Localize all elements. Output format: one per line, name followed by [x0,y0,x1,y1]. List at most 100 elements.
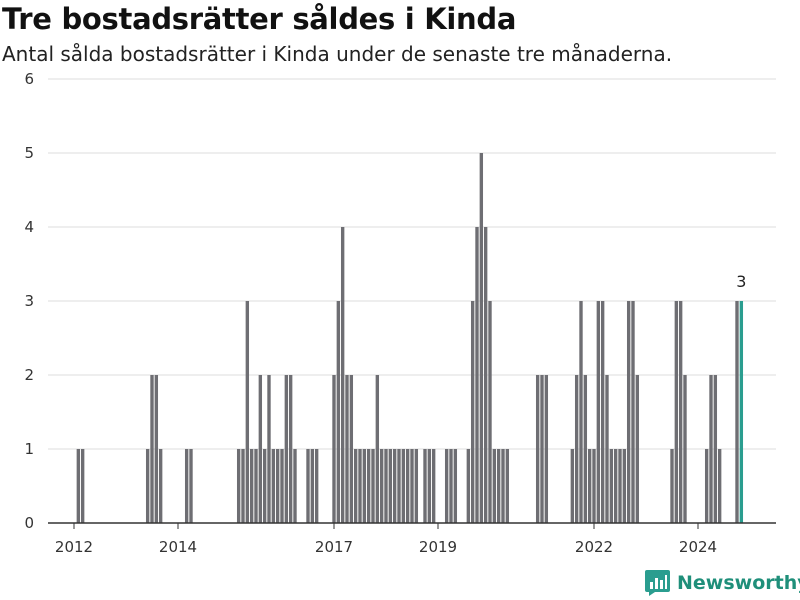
bar [353,449,358,523]
bar [587,449,592,523]
bar [314,449,319,523]
bar [605,375,609,523]
bar [717,449,722,523]
bar [622,449,627,523]
x-tick-label: 2017 [315,538,353,556]
bar [431,449,436,523]
bar [735,301,739,523]
bar [392,449,397,523]
x-tick-label: 2024 [679,538,717,556]
bar [358,449,362,523]
x-tick-label: 2022 [575,538,613,556]
bar [184,449,189,523]
bar [583,375,588,523]
bar [492,449,497,523]
bar [189,449,193,523]
bar [288,375,293,523]
bar [544,375,549,523]
bar [280,449,284,523]
bar [340,227,345,523]
bar [631,301,635,523]
bar [379,449,384,523]
bar [388,449,393,523]
bar [683,375,687,523]
newsworthy-brand: Newsworthy [644,569,800,596]
bar [241,449,245,523]
bar [635,375,640,523]
bar [332,375,336,523]
bar [613,449,618,523]
bar [488,301,492,523]
bar [449,449,453,523]
bar [609,449,614,523]
chart-bars: 3 [76,153,746,523]
chart-axes: 0 1 2 3 4 5 6 2012 2014 2017 2019 2022 2024 [24,70,776,556]
bar [254,449,258,523]
bar [262,449,267,523]
brand-name: Newsworthy [677,571,800,594]
bar [76,449,81,523]
bar [596,301,601,523]
y-tick-label: 1 [24,440,34,458]
bar [579,301,583,523]
bar [80,449,85,523]
newsworthy-logo-icon [645,570,670,596]
bar [674,301,679,523]
bar [145,449,150,523]
bar [475,227,479,523]
bar [397,449,401,523]
bar-highlight [739,301,744,523]
bar [371,449,375,523]
bar [249,449,254,523]
x-tick-label: 2014 [159,538,197,556]
bar [626,301,631,523]
bar [293,449,297,523]
bar [306,449,310,523]
y-tick-label: 4 [24,218,34,236]
bar [505,449,510,523]
bar [535,375,540,523]
bar [427,449,432,523]
bar [466,449,471,523]
y-tick-label: 0 [24,514,34,532]
bar [704,449,709,523]
bar [275,449,280,523]
bar [345,375,349,523]
bar [245,301,250,523]
chart-title: Tre bostadsrätter såldes i Kinda [2,2,517,36]
bar [349,375,354,523]
bar [470,301,475,523]
bar [384,449,388,523]
x-tick-label: 2019 [419,538,457,556]
bar [236,449,241,523]
bar [375,375,380,523]
bar [154,375,159,523]
bar [709,375,713,523]
x-tick-label: 2012 [55,538,93,556]
bar [570,449,575,523]
bar-value-label: 3 [736,272,746,291]
bar [574,375,579,523]
bar [401,449,406,523]
bar [501,449,505,523]
bar [414,449,419,523]
bar [405,449,410,523]
bar [271,449,276,523]
bar [158,449,163,523]
bar [592,449,596,523]
bar [678,301,683,523]
bar [362,449,367,523]
bar [310,449,315,523]
bar [366,449,371,523]
bar [267,375,271,523]
y-tick-label: 3 [24,292,34,310]
bar [410,449,414,523]
bar [540,375,544,523]
bar [423,449,427,523]
bar [618,449,622,523]
bar [453,449,458,523]
bar [284,375,289,523]
bar [483,227,488,523]
bar [713,375,718,523]
